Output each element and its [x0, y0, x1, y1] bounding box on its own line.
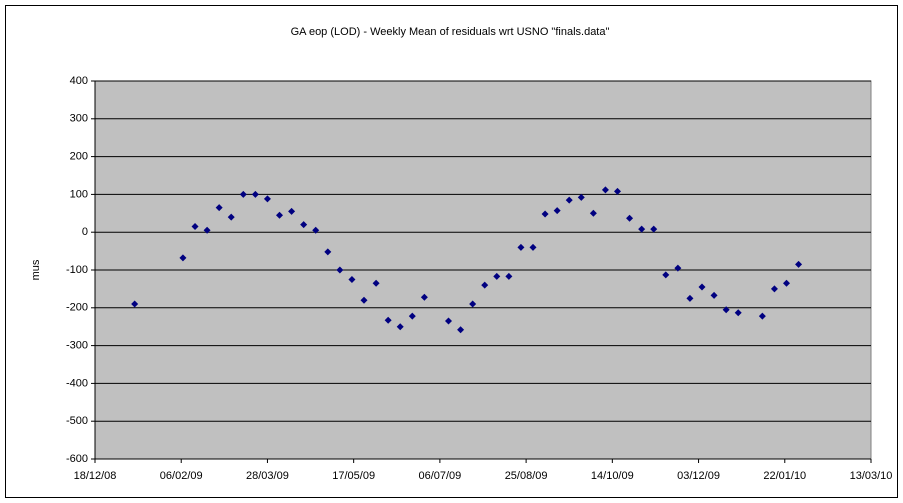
- point: [179, 254, 187, 262]
- point: [565, 196, 573, 204]
- point: [710, 291, 718, 299]
- point: [312, 226, 320, 234]
- y-axis-label: mus: [30, 259, 42, 280]
- point: [577, 193, 585, 201]
- point: [445, 317, 453, 325]
- x-tick-label: 18/12/08: [74, 470, 117, 482]
- point: [517, 243, 525, 251]
- point: [758, 312, 766, 320]
- y-tick-label: 200: [70, 151, 88, 163]
- y-tick-label: -300: [66, 340, 88, 352]
- point: [203, 226, 211, 234]
- point: [420, 293, 428, 301]
- point: [686, 294, 694, 302]
- point: [191, 223, 199, 231]
- point: [650, 225, 658, 233]
- x-tick-label: 25/08/09: [505, 470, 548, 482]
- point: [505, 272, 513, 280]
- point: [541, 210, 549, 218]
- point: [553, 207, 561, 215]
- point: [457, 326, 465, 334]
- point: [239, 190, 247, 198]
- y-tick-label: -100: [66, 264, 88, 276]
- x-tick-label: 14/10/09: [591, 470, 634, 482]
- point: [529, 243, 537, 251]
- point: [396, 323, 404, 331]
- point: [408, 312, 416, 320]
- x-tick-label: 17/05/09: [332, 470, 375, 482]
- y-tick-label: -200: [66, 302, 88, 314]
- y-tick-label: 100: [70, 188, 88, 200]
- y-tick-label: 0: [82, 226, 88, 238]
- point: [589, 209, 597, 217]
- point: [698, 283, 706, 291]
- point: [348, 275, 356, 283]
- point: [469, 300, 477, 308]
- point: [795, 260, 803, 268]
- point: [626, 214, 634, 222]
- y-tick-label: 400: [70, 75, 88, 87]
- point: [336, 266, 344, 274]
- y-tick-label: 300: [70, 113, 88, 125]
- point: [227, 213, 235, 221]
- y-tick-label: -500: [66, 415, 88, 427]
- point: [300, 221, 308, 229]
- point: [734, 309, 742, 317]
- point: [770, 285, 778, 293]
- x-tick-label: 28/03/09: [246, 470, 289, 482]
- point: [288, 207, 296, 215]
- point: [384, 316, 392, 324]
- point: [131, 300, 139, 308]
- chart-title: GA eop (LOD) - Weekly Mean of residuals …: [291, 26, 610, 38]
- x-tick-label: 22/01/10: [763, 470, 806, 482]
- point: [601, 186, 609, 194]
- y-tick-label: -600: [66, 453, 88, 465]
- point: [638, 225, 646, 233]
- point: [674, 264, 682, 272]
- point: [722, 306, 730, 314]
- point: [276, 211, 284, 219]
- x-tick-label: 06/02/09: [160, 470, 203, 482]
- point: [493, 272, 501, 280]
- point: [360, 296, 368, 304]
- point: [481, 281, 489, 289]
- x-tick-label: 06/07/09: [418, 470, 461, 482]
- point: [251, 190, 259, 198]
- y-tick-label: -400: [66, 377, 88, 389]
- point: [614, 187, 622, 195]
- point: [324, 248, 332, 256]
- point: [263, 195, 271, 203]
- point: [372, 279, 380, 287]
- point: [215, 204, 223, 212]
- x-tick-label: 03/12/09: [677, 470, 720, 482]
- point: [662, 271, 670, 279]
- x-tick-label: 13/03/10: [850, 470, 893, 482]
- point: [783, 279, 791, 287]
